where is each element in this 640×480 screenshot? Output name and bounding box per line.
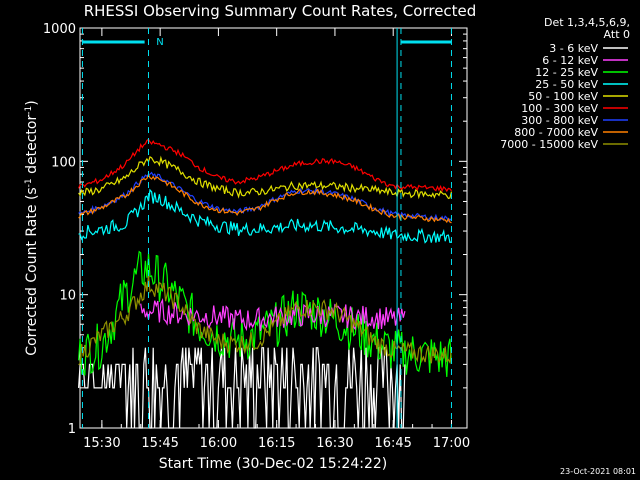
x-tick-label: 15:30 [83,436,120,451]
legend-label: 50 - 100 keV [528,90,598,103]
series-line [78,138,452,193]
x-tick-label: 16:00 [200,436,237,451]
legend-header-line2: Att 0 [604,28,630,41]
series-line [78,250,453,377]
plot-frame [79,27,468,429]
tick-labels: 1 10 100 1000 15:30 15:45 16:00 16:15 16:30 16:45… [43,22,470,451]
series-line [78,155,453,200]
generated-timestamp: 23-Oct-2021 08:01 [560,467,636,476]
series-line [78,188,452,244]
x-axis-label: Start Time (30-Dec-02 15:24:22) [159,456,387,472]
legend-header-line1: Det 1,3,4,5,6,9, [544,16,630,29]
legend-label: 800 - 7000 keV [514,126,598,139]
legend-label: 12 - 25 keV [535,66,598,79]
markers: N [81,28,452,428]
y-tick-label: 1000 [43,22,76,37]
y-tick-label: 10 [59,289,76,304]
x-tick-label: 16:30 [316,436,353,451]
series-layer [78,138,453,429]
legend-label: 3 - 6 keV [549,42,598,55]
x-tick-label: 16:15 [258,436,295,451]
x-tick-label: 15:45 [141,436,178,451]
legend-label: 300 - 800 keV [521,114,598,127]
series-line [78,173,452,224]
chart-title: RHESSI Observing Summary Count Rates, Co… [84,2,477,20]
y-axis-label: Corrected Count Rate (s-1 detector-1) [24,100,40,355]
legend-label: 25 - 50 keV [535,78,598,91]
series-line [78,347,406,429]
legend-label: 6 - 12 keV [542,54,598,67]
legend-label: 100 - 300 keV [521,102,598,115]
legend-label: 7000 - 15000 keV [500,138,598,151]
marker-label: N [156,37,163,48]
x-tick-label: 16:45 [374,436,411,451]
y-tick-label: 100 [51,155,76,170]
y-tick-label: 1 [68,422,76,437]
x-tick-label: 17:00 [433,436,470,451]
series-line [78,275,453,366]
